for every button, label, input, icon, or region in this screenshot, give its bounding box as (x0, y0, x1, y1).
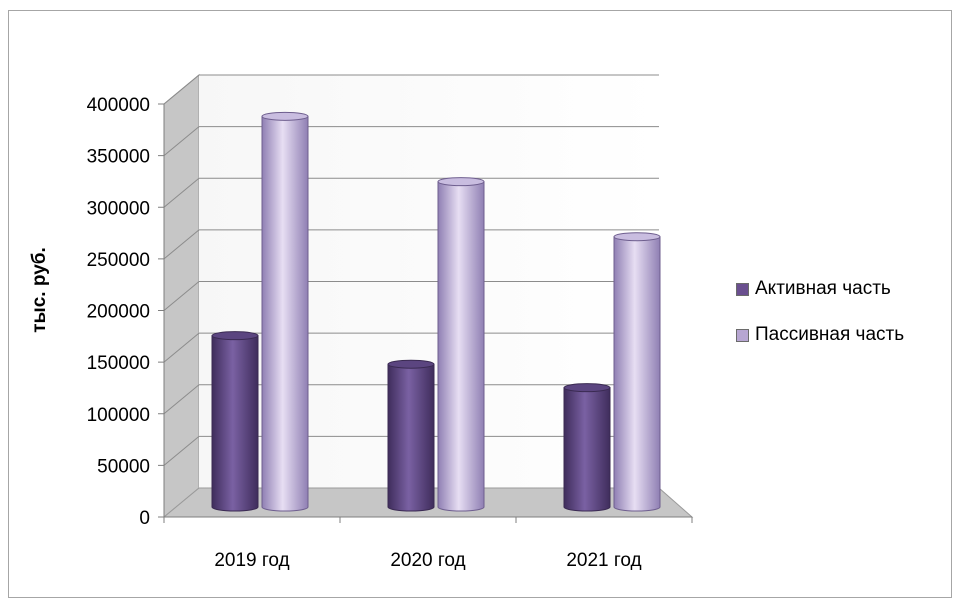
legend-label-passive: Пассивная часть (755, 324, 905, 345)
bar-body (437, 181, 485, 512)
bar-active (563, 383, 611, 512)
y-tick-label: 350000 (87, 147, 150, 168)
bar-passive (261, 111, 309, 512)
x-tick-label: 2019 год (214, 550, 289, 571)
y-tick-label: 150000 (87, 353, 150, 374)
x-tick-label: 2020 год (390, 550, 465, 571)
legend-item-active: Активная часть (736, 276, 904, 302)
bar-top (211, 331, 259, 341)
bar-body (563, 387, 611, 512)
y-tick-label: 100000 (87, 405, 150, 426)
bar-active (211, 331, 259, 512)
bar-body (261, 115, 309, 512)
y-tick-label: 50000 (97, 456, 150, 477)
legend-item-passive: Пассивная часть (736, 322, 904, 348)
gridline-side (163, 435, 200, 466)
bar-body (613, 236, 661, 512)
bar-passive (437, 177, 485, 512)
x-tick-label: 2021 год (566, 550, 641, 571)
bar-body (387, 363, 435, 512)
bar-passive (613, 232, 661, 512)
gridline-side (163, 177, 200, 208)
y-tick-label: 250000 (87, 250, 150, 271)
y-tick-label: 400000 (87, 95, 150, 116)
gridline-side (163, 229, 200, 260)
y-tick-label: 0 (139, 508, 150, 529)
gridline-side (163, 74, 200, 105)
bar-top (437, 177, 485, 187)
legend-swatch-active (736, 282, 749, 296)
y-tick-label: 200000 (87, 302, 150, 323)
legend: Активная часть Пассивная часть (736, 276, 904, 368)
legend-swatch-passive (736, 328, 749, 342)
bar-top (613, 232, 661, 242)
bar-top (563, 383, 611, 393)
bar-body (211, 335, 259, 512)
y-axis-label: тыс. руб. (29, 247, 50, 333)
gridline-side (163, 126, 200, 157)
bar-top (387, 359, 435, 369)
gridline-side (163, 384, 200, 415)
bar-top (261, 111, 309, 121)
legend-label-active: Активная часть (755, 278, 891, 299)
gridline-side (163, 281, 200, 311)
gridline-side (163, 332, 200, 363)
y-tick-label: 300000 (87, 198, 150, 219)
bar-active (387, 359, 435, 512)
